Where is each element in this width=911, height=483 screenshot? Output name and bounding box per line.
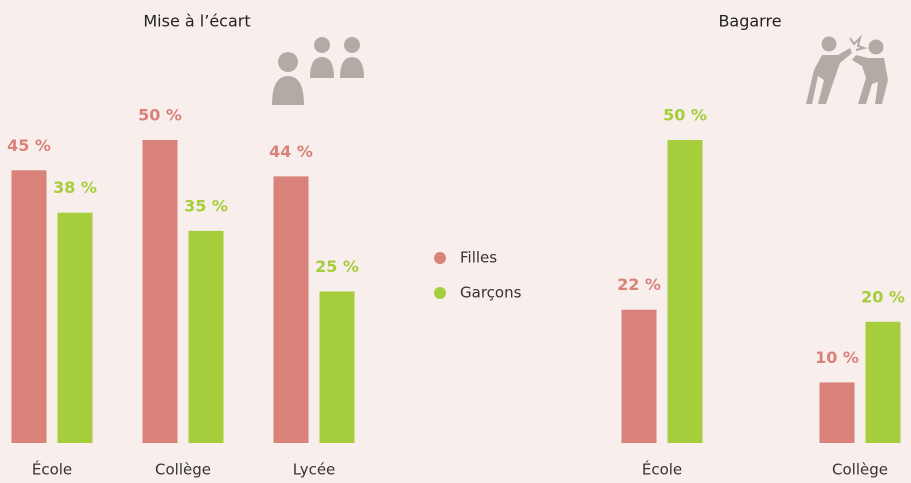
bar xyxy=(621,309,657,443)
data-label: 50 % xyxy=(663,106,707,125)
bar xyxy=(188,230,224,443)
data-label: 44 % xyxy=(269,142,313,161)
fight-icon xyxy=(806,34,888,104)
x-tick-label: Lycée xyxy=(293,461,336,479)
data-label: 25 % xyxy=(315,257,359,276)
bar xyxy=(11,170,47,444)
bar xyxy=(273,176,309,444)
bar xyxy=(667,140,703,443)
bar xyxy=(819,382,855,443)
bar xyxy=(319,291,355,443)
legend-swatch xyxy=(434,252,446,264)
legend-label: Filles xyxy=(460,249,497,267)
chart-title: Mise à l’écart xyxy=(143,12,250,31)
legend-label: Garçons xyxy=(460,284,522,302)
isolation-icon xyxy=(272,37,364,105)
x-tick-label: Collège xyxy=(832,461,888,479)
data-label: 35 % xyxy=(184,196,228,215)
bar xyxy=(865,321,901,443)
chart-title: Bagarre xyxy=(718,12,781,31)
data-label: 38 % xyxy=(53,178,97,197)
x-tick-label: Collège xyxy=(155,461,211,479)
legend-swatch xyxy=(434,287,446,299)
data-label: 10 % xyxy=(815,348,859,367)
x-tick-label: École xyxy=(642,460,682,479)
legend: Filles Garçons xyxy=(434,249,522,302)
data-label: 20 % xyxy=(861,287,905,306)
data-label: 50 % xyxy=(138,106,182,125)
data-label: 22 % xyxy=(617,275,661,294)
bar xyxy=(142,140,178,443)
data-label: 45 % xyxy=(7,136,51,155)
x-tick-label: École xyxy=(32,460,72,479)
bar xyxy=(57,212,93,443)
